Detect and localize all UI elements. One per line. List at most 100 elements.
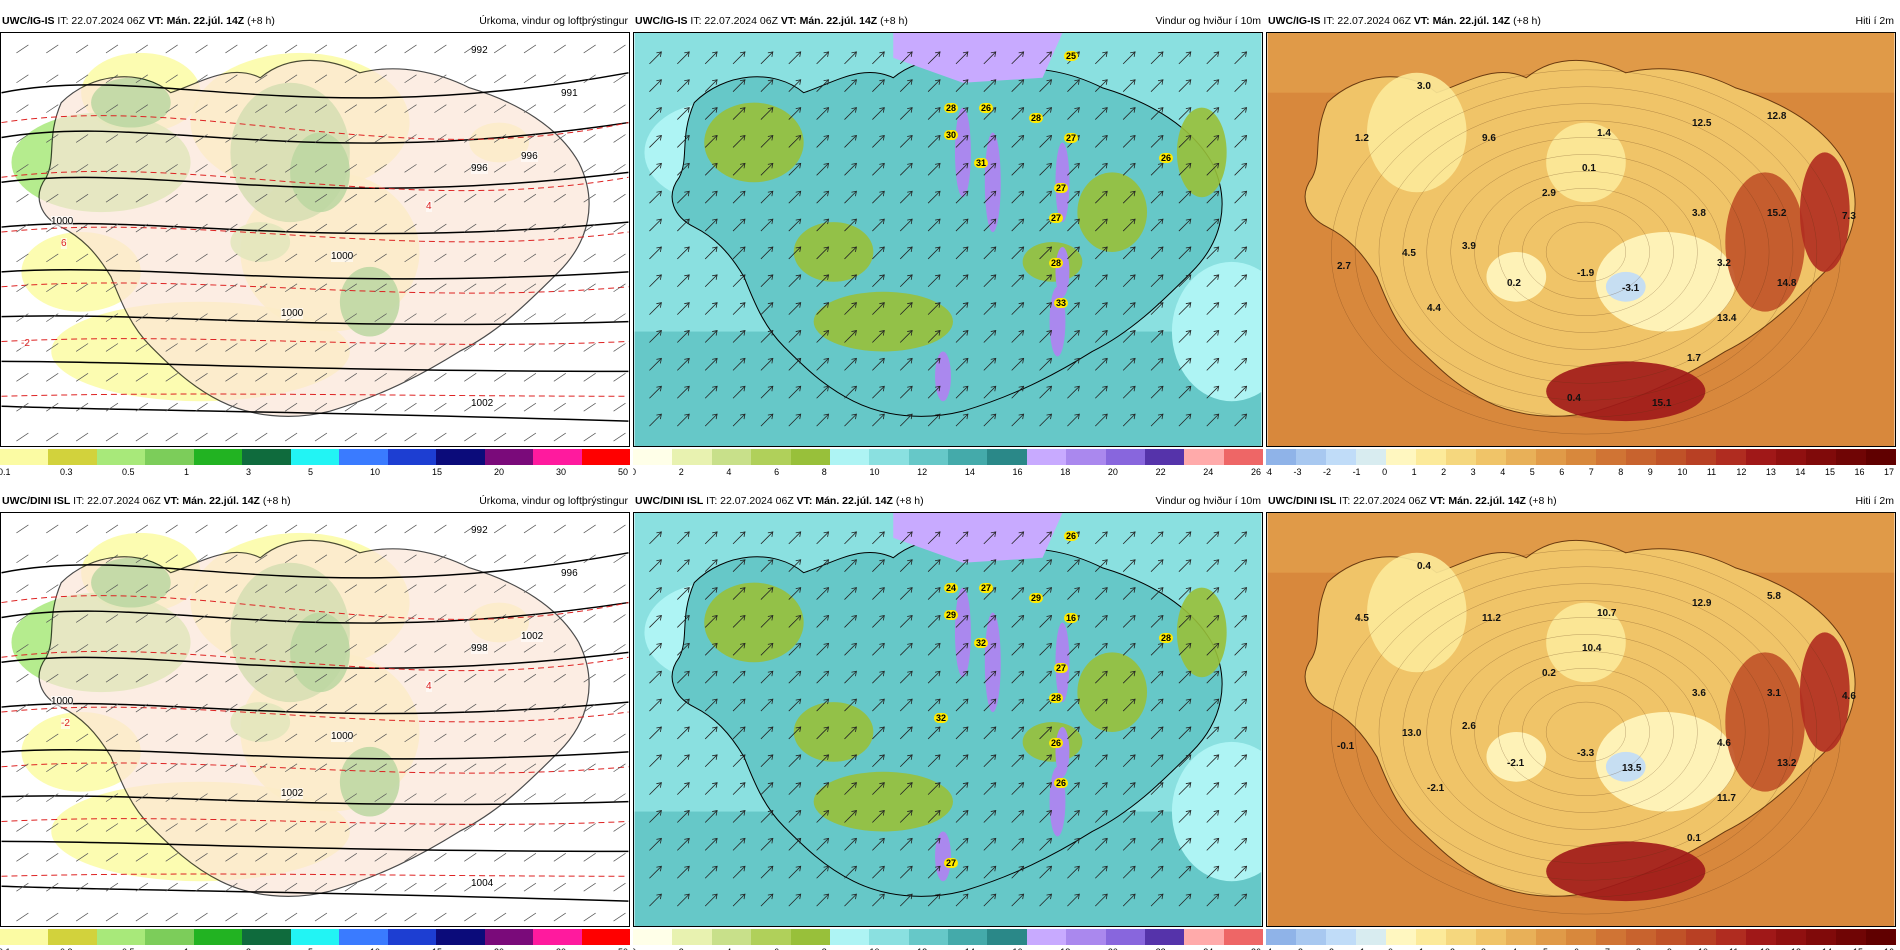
- legend-swatch: [1296, 449, 1326, 465]
- legend-swatch: [672, 929, 712, 945]
- legend-tick-label: 14: [965, 947, 975, 950]
- panel-header: UWC/IG-IS IT: 22.07.2024 06Z VT: Mán. 22…: [0, 14, 632, 29]
- model-name: UWC/DINI ISL: [635, 495, 704, 507]
- legend-tick-label: 10: [1698, 947, 1708, 950]
- temperature-label: 5.8: [1767, 591, 1781, 602]
- legend-tick-label: 0.1: [0, 947, 11, 950]
- isobar-label: 992: [471, 45, 488, 56]
- gust-label: 27: [944, 858, 959, 868]
- temperature-label: 7.3: [1842, 211, 1856, 222]
- legend-tick-label: 3: [1481, 947, 1486, 950]
- gust-label: 28: [1029, 113, 1044, 123]
- legend-tick-label: 15: [1853, 947, 1863, 950]
- legend-tick-label: -4: [1266, 947, 1272, 950]
- legend-tick-label: -2: [1326, 947, 1334, 950]
- legend-swatch: [581, 929, 631, 945]
- legend-swatch: [1223, 929, 1263, 945]
- legend-swatch: [1746, 929, 1776, 945]
- init-time: IT: 22.07.2024 06Z: [1339, 495, 1427, 507]
- legend-tick-label: 8: [822, 947, 827, 950]
- legend-tick-label: 16: [1013, 947, 1023, 950]
- legend-swatch: [1866, 449, 1896, 465]
- legend-tick-label: 14: [1822, 947, 1832, 950]
- legend-tick-label: 17: [1884, 467, 1895, 477]
- color-legend: [633, 929, 1263, 945]
- isobar-label: 996: [521, 151, 538, 162]
- legend-tick-label: 0.5: [122, 947, 135, 950]
- color-legend: [0, 449, 631, 465]
- legend-swatch: [1476, 929, 1506, 945]
- legend-swatch: [1066, 449, 1106, 465]
- precip-map: 992 991 996 1000 1000 1000 1002 996 4 6 -2: [0, 32, 630, 447]
- temperature-label: -2.1: [1507, 758, 1525, 769]
- wind-field: [634, 33, 1262, 446]
- legend-tick-label: 15: [1824, 467, 1835, 477]
- legend-ticks: 0.1 0.3 0.5 1 3 5 10 15 20 30 50: [0, 467, 630, 479]
- legend-swatch: [1446, 929, 1476, 945]
- panel-precip-igis: UWC/IG-IS IT: 22.07.2024 06Z VT: Mán. 22…: [0, 14, 632, 484]
- legend-swatch: [1656, 449, 1686, 465]
- legend-swatch: [1536, 449, 1566, 465]
- temperature-label: 10.7: [1597, 608, 1617, 619]
- temperature-label: 11.7: [1717, 793, 1736, 804]
- temperature-label: 1.2: [1355, 133, 1369, 144]
- temperature-label: 13.2: [1777, 758, 1797, 769]
- legend-swatch: [1476, 449, 1506, 465]
- temperature-label: 4.5: [1402, 248, 1416, 259]
- legend-swatch: [1806, 929, 1836, 945]
- legend-tick-label: 2: [679, 947, 684, 950]
- gust-label: 24: [944, 583, 959, 593]
- legend-swatch: [48, 929, 97, 945]
- legend-swatch: [145, 929, 194, 945]
- temperature-label: 3.1: [1767, 688, 1781, 699]
- legend-swatch: [96, 449, 146, 465]
- panel-temp-igis: UWC/IG-IS IT: 22.07.2024 06Z VT: Mán. 22…: [1266, 14, 1898, 484]
- temperature-label: 0.1: [1582, 163, 1596, 174]
- legend-swatch: [1026, 929, 1067, 945]
- panel-header: UWC/DINI ISL IT: 22.07.2024 06Z VT: Mán.…: [1266, 494, 1898, 509]
- panel-header: UWC/IG-IS IT: 22.07.2024 06Z VT: Mán. 22…: [1266, 14, 1898, 29]
- legend-tick-label: 16: [1012, 467, 1023, 477]
- gust-label: 26: [979, 103, 994, 113]
- legend-tick-label: 10: [370, 467, 381, 477]
- gust-label: 31: [974, 158, 989, 168]
- legend-tick-label: 14: [964, 467, 975, 477]
- gust-label: 28: [1159, 633, 1174, 643]
- temperature-label: 10.4: [1582, 643, 1602, 654]
- init-time: IT: 22.07.2024 06Z: [1323, 15, 1411, 27]
- temperature-label: 0.4: [1417, 561, 1431, 572]
- precip-field: [1, 33, 629, 446]
- legend-tick-label: 5: [308, 947, 313, 950]
- legend-swatch: [1686, 449, 1716, 465]
- legend-swatch: [0, 929, 49, 945]
- legend-swatch: [1326, 929, 1356, 945]
- lead-time: (+8 h): [247, 15, 275, 27]
- panel-header: UWC/DINI ISL IT: 22.07.2024 06Z VT: Mán.…: [0, 494, 632, 509]
- isobar-label: 1002: [281, 788, 304, 799]
- legend-tick-label: 9: [1647, 467, 1653, 477]
- legend-tick-label: 5: [308, 467, 314, 477]
- legend-tick-label: -4: [1266, 467, 1273, 477]
- isobar-label: -2: [21, 338, 30, 349]
- legend-tick-label: 6: [1574, 947, 1579, 950]
- legend-swatch: [339, 449, 388, 465]
- legend-swatch: [1184, 929, 1224, 945]
- legend-tick-label: 24: [1203, 467, 1214, 477]
- legend-swatch: [96, 929, 146, 945]
- legend-swatch: [908, 449, 948, 465]
- isobar-label: 996: [561, 568, 578, 579]
- model-name: UWC/IG-IS: [1268, 15, 1321, 27]
- legend-tick-label: -2: [1323, 467, 1332, 477]
- legend-tick-label: 20: [494, 467, 505, 477]
- legend-swatch: [1296, 929, 1326, 945]
- gust-label: 27: [1054, 663, 1069, 673]
- temperature-label: -1.9: [1577, 268, 1595, 279]
- temperature-label: 15.1: [1652, 398, 1672, 409]
- legend-swatch: [987, 929, 1027, 945]
- legend-tick-label: 20: [1108, 947, 1118, 950]
- legend-swatch: [672, 449, 712, 465]
- temperature-label: -0.1: [1337, 741, 1355, 752]
- legend-swatch: [193, 929, 243, 945]
- legend-tick-label: 0.3: [60, 467, 73, 477]
- legend-swatch: [1566, 929, 1596, 945]
